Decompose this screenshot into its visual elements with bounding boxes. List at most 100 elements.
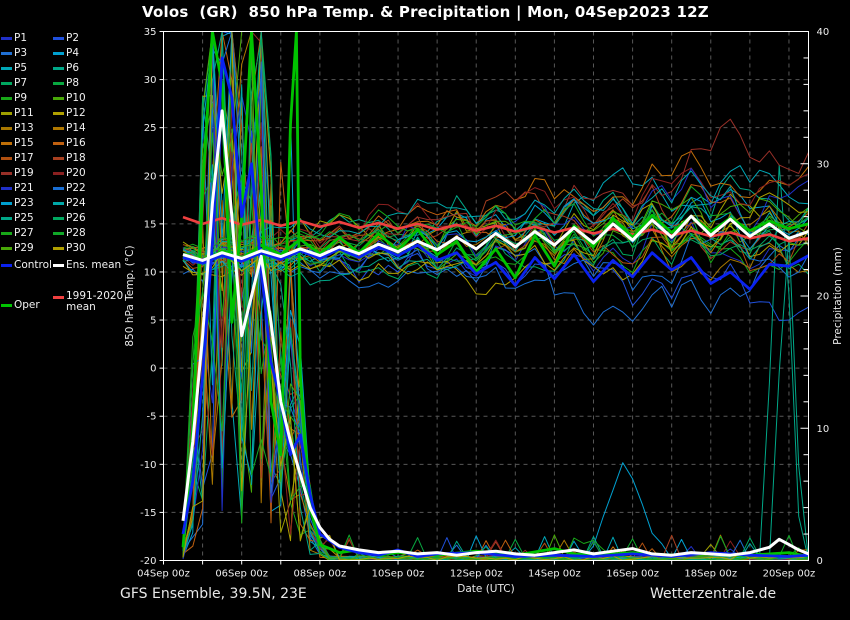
- legend-label: P28: [66, 227, 86, 239]
- legend-swatch: [53, 67, 64, 70]
- legend: P1 P2 P3 P4 P5 P6 P7 P8 P9 P10 P11 P12 P13 P14 P15 P16 P…: [0, 0, 130, 620]
- legend-swatch: [1, 67, 12, 70]
- legend-label: P2: [66, 32, 80, 44]
- legend-label: P22: [66, 182, 86, 194]
- legend-label: P7: [14, 77, 28, 89]
- y-left-tick-label: 30: [144, 75, 157, 86]
- legend-label: P24: [66, 197, 86, 209]
- y-left-tick-label: -20: [140, 556, 156, 567]
- series-ens_mean_precip: [181, 109, 809, 557]
- x-tick-label: 04Sep 00z: [137, 569, 190, 580]
- y-right-tick-label: 20: [817, 292, 830, 303]
- legend-swatch: [53, 97, 64, 100]
- y-right-axis-title: Precipitation (mm): [832, 247, 844, 345]
- legend-label: P12: [66, 107, 86, 119]
- y-left-tick-label: 35: [144, 27, 157, 38]
- legend-swatch: [1, 217, 12, 220]
- legend-label: P13: [14, 122, 34, 134]
- chart-title: Volos (GR) 850 hPa Temp. & Precipitation…: [142, 3, 709, 21]
- legend-swatch: [1, 232, 12, 235]
- series-lines: [181, 31, 809, 561]
- legend-label: P16: [66, 137, 86, 149]
- axis-ticks: [159, 31, 809, 565]
- legend-swatch: [1, 247, 12, 250]
- legend-label: P14: [66, 122, 86, 134]
- y-left-tick-label: 20: [144, 171, 157, 182]
- legend-label: P23: [14, 197, 34, 209]
- legend-swatch: [53, 264, 64, 267]
- legend-label: P18: [66, 152, 86, 164]
- x-tick-label: 14Sep 00z: [528, 569, 581, 580]
- legend-swatch: [1, 187, 12, 190]
- x-tick-label: 18Sep 00z: [684, 569, 737, 580]
- legend-swatch: [1, 112, 12, 115]
- y-right-tick-label: 40: [817, 27, 830, 38]
- legend-label: P27: [14, 227, 34, 239]
- legend-label: Ens. mean: [66, 259, 122, 271]
- legend-label: P9: [14, 92, 28, 104]
- x-tick-label: 10Sep 00z: [372, 569, 425, 580]
- legend-label: P29: [14, 242, 34, 254]
- footer-watermark: Wetterzentrale.de: [650, 586, 777, 602]
- y-left-tick-label: 10: [144, 267, 157, 278]
- y-left-tick-label: -5: [147, 412, 157, 423]
- legend-label: P30: [66, 242, 86, 254]
- ensemble-member-precip-line: [182, 31, 809, 561]
- legend-label: P8: [66, 77, 80, 89]
- legend-swatch: [53, 157, 64, 160]
- legend-label: P3: [14, 47, 28, 59]
- legend-label: P1: [14, 32, 28, 44]
- legend-swatch: [53, 187, 64, 190]
- legend-swatch: [53, 112, 64, 115]
- y-left-tick-label: 5: [150, 316, 156, 327]
- y-left-tick-label: 0: [150, 364, 156, 375]
- legend-swatch: [1, 97, 12, 100]
- axis-tick-labels: 35 30 25 20 15 10 5 0 -5 -10 -15 -20 0 10 20 30 40 04Sep …: [137, 27, 829, 580]
- legend-swatch: [53, 202, 64, 205]
- legend-swatch: [1, 172, 12, 175]
- legend-label: P6: [66, 62, 80, 74]
- x-tick-label: 20Sep 00z: [763, 569, 816, 580]
- legend-label: P20: [66, 167, 86, 179]
- legend-label: P19: [14, 167, 34, 179]
- legend-label: P4: [66, 47, 80, 59]
- legend-swatch: [53, 172, 64, 175]
- legend-label: P25: [14, 212, 34, 224]
- x-tick-label: 08Sep 00z: [293, 569, 346, 580]
- legend-swatch: [1, 202, 12, 205]
- legend-label: P5: [14, 62, 28, 74]
- series-control_temp: [182, 243, 809, 291]
- x-tick-label: 16Sep 00z: [606, 569, 659, 580]
- legend-swatch: [1, 127, 12, 130]
- legend-swatch: [1, 157, 12, 160]
- legend-label: P21: [14, 182, 34, 194]
- legend-label: Oper: [14, 299, 40, 311]
- legend-label: Control: [14, 259, 52, 271]
- y-left-axis-title: 850 hPa Temp. (°C): [124, 245, 136, 346]
- series-ens_mean_temp: [182, 214, 809, 262]
- legend-swatch: [53, 142, 64, 145]
- legend-label: P17: [14, 152, 34, 164]
- legend-swatch: [53, 52, 64, 55]
- x-tick-label: 12Sep 00z: [450, 569, 503, 580]
- legend-label: P10: [66, 92, 86, 104]
- footer-model-info: GFS Ensemble, 39.5N, 23E: [120, 586, 307, 602]
- legend-swatch: [53, 217, 64, 220]
- legend-swatch: [53, 296, 64, 299]
- y-left-tick-label: 15: [144, 219, 157, 230]
- legend-swatch: [53, 247, 64, 250]
- y-left-tick-label: -15: [140, 508, 156, 519]
- y-right-tick-label: 30: [817, 159, 830, 170]
- y-right-tick-label: 0: [817, 556, 823, 567]
- y-left-tick-label: 25: [144, 123, 157, 134]
- y-right-tick-label: 10: [817, 424, 830, 435]
- legend-swatch: [1, 52, 12, 55]
- legend-label: P15: [14, 137, 34, 149]
- legend-swatch: [53, 127, 64, 130]
- legend-swatch: [1, 82, 12, 85]
- legend-swatch: [53, 82, 64, 85]
- legend-label: 1991-2020 mean: [66, 290, 124, 313]
- legend-swatch: [1, 304, 12, 307]
